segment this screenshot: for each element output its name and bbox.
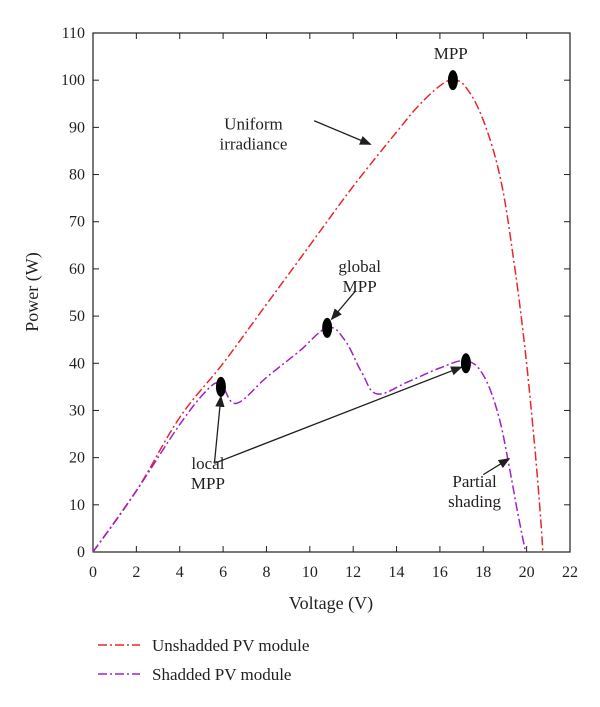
series-layer: [92, 79, 544, 553]
y-axis-title: Power (W): [22, 252, 43, 331]
mpp-marker: [322, 317, 333, 338]
x-tick-label: 2: [132, 564, 140, 581]
annotation-partial: Partial shading: [448, 472, 501, 511]
x-tick-label: 18: [475, 564, 491, 581]
x-tick-label: 20: [519, 564, 535, 581]
x-axis: 0 2 4 6 8 10 12 14 16 18 20 22: [89, 33, 578, 581]
x-tick-label: 14: [389, 564, 405, 581]
mpp-marker: [447, 70, 458, 91]
legend-label-shadded: Shadded PV module: [152, 665, 291, 684]
annotation-local: local MPP: [191, 454, 225, 493]
y-tick-label: 0: [77, 544, 85, 561]
x-tick-label: 4: [176, 564, 184, 581]
annotation-arrow-partial: [482, 457, 511, 476]
series-line-shadded: [92, 326, 527, 553]
y-tick-label: 90: [69, 119, 85, 136]
y-tick-label: 50: [69, 308, 85, 325]
annotation-mpp: MPP: [434, 44, 468, 63]
y-tick-label: 110: [62, 25, 85, 42]
mpp-marker: [460, 353, 471, 374]
y-tick-label: 30: [69, 402, 85, 419]
x-tick-label: 12: [345, 564, 361, 581]
x-tick-label: 6: [219, 564, 227, 581]
annotation-arrow-local: [213, 395, 225, 464]
x-tick-label: 0: [89, 564, 97, 581]
y-tick-label: 70: [69, 214, 85, 231]
annotation-arrow-global: [330, 290, 356, 321]
marker-layer: [215, 70, 471, 397]
legend-label-unshadded: Unshadded PV module: [152, 636, 309, 655]
series-line-unshadded: [92, 79, 544, 553]
plot-frame: [92, 32, 571, 553]
y-axis: 0 10 20 30 40 50 60 70 80 90 100 110: [61, 25, 570, 561]
x-tick-label: 10: [302, 564, 318, 581]
annotation-arrow-uniform: [313, 120, 372, 145]
y-tick-label: 40: [69, 355, 85, 372]
annotation-arrow-local-2: [214, 366, 463, 464]
x-tick-label: 22: [562, 564, 578, 581]
legend: Unshadded PV module Shadded PV module: [98, 636, 309, 684]
y-tick-label: 60: [69, 261, 85, 278]
annotation-global: global MPP: [338, 257, 381, 296]
y-tick-label: 80: [69, 167, 85, 184]
annotation-layer: MPP Uniform irradiance global MPP local MPP Par…: [191, 44, 511, 511]
y-tick-label: 10: [69, 497, 85, 514]
x-tick-label: 8: [262, 564, 270, 581]
x-axis-title: Voltage (V): [289, 593, 373, 614]
x-tick-label: 16: [432, 564, 448, 581]
y-tick-label: 20: [69, 450, 85, 467]
mpp-marker: [215, 376, 226, 397]
annotation-uniform: Uniform irradiance: [219, 115, 287, 154]
y-tick-label: 100: [61, 72, 85, 89]
